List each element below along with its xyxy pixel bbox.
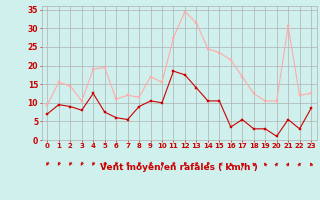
X-axis label: Vent moyen/en rafales ( km/h ): Vent moyen/en rafales ( km/h ) bbox=[100, 163, 258, 172]
